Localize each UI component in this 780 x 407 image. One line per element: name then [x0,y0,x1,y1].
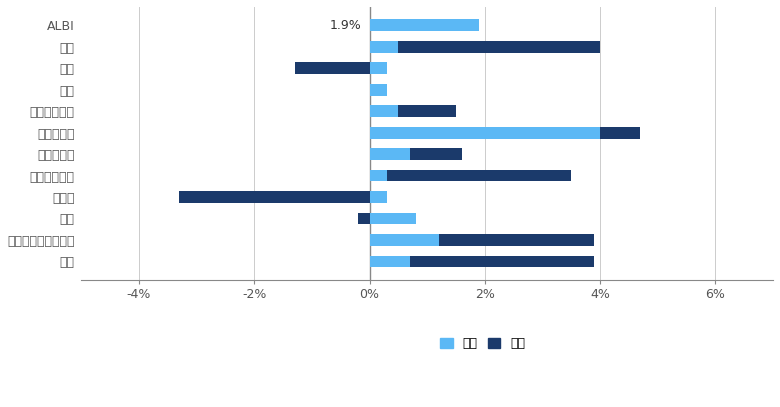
Bar [399,105,456,117]
Bar [370,170,387,182]
Bar [399,41,600,53]
Bar [370,256,410,267]
Text: 1.9%: 1.9% [329,19,361,32]
Bar [370,84,387,96]
Bar [438,234,594,246]
Bar [295,62,370,74]
Bar [370,127,600,138]
Bar [370,20,479,31]
Bar [370,62,387,74]
Bar [370,234,438,246]
Bar [179,191,370,203]
Bar [370,212,416,224]
Bar [370,191,387,203]
Bar [410,148,462,160]
Bar [370,105,399,117]
Bar [370,41,399,53]
Bar [370,148,410,160]
Bar [387,170,571,182]
Bar [600,127,640,138]
Bar [358,212,370,224]
Bar [410,256,594,267]
Legend: 偉券, 通貨: 偉券, 通貨 [435,332,530,355]
